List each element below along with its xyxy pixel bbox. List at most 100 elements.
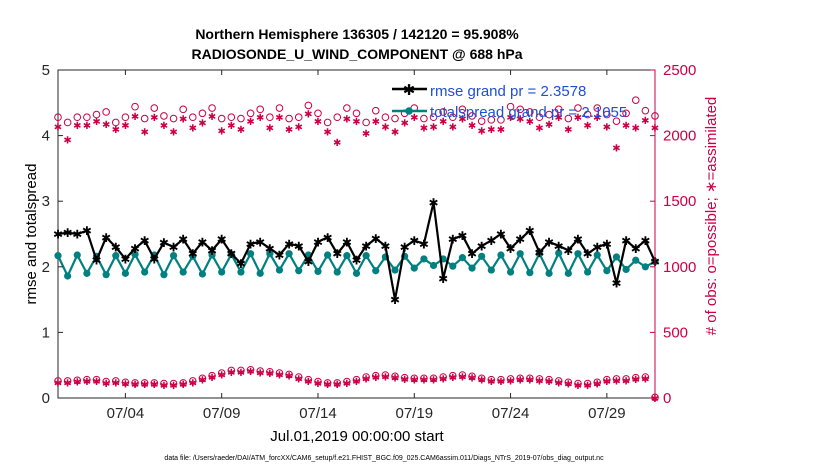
- totalspread-point: [641, 263, 649, 271]
- obs-assimilated-point: ✱: [208, 112, 216, 123]
- obs-possible-point: [179, 105, 187, 114]
- totalspread-point: [545, 269, 553, 277]
- obs-assimilated-point: ✱: [400, 375, 408, 386]
- obs-assimilated-point: ✱: [179, 380, 187, 391]
- rmse-point: ✱: [506, 242, 516, 256]
- rmse-point: ✱: [583, 247, 593, 261]
- totalspread-point: [141, 268, 149, 276]
- rmse-point: ✱: [207, 244, 217, 258]
- rmse-point: ✱: [457, 229, 467, 243]
- rmse-point: ✱: [640, 234, 650, 248]
- chart-title-line1: Northern Hemisphere 136305 / 142120 = 95…: [195, 26, 519, 42]
- obs-possible-point: [169, 379, 178, 388]
- obs-possible-point: [285, 370, 293, 379]
- obs-assimilated-point: ✱: [545, 377, 553, 388]
- obs-assimilated-point: ✱: [545, 120, 553, 131]
- obs-assimilated-point: ✱: [612, 143, 620, 154]
- totalspread-point: [266, 250, 274, 258]
- obs-assimilated-point: ✱: [150, 380, 158, 391]
- obs-possible-point: [554, 377, 563, 385]
- obs-possible-point: [198, 374, 207, 383]
- y-right-tick-label: 1500: [663, 193, 696, 210]
- obs-assimilated-point: ✱: [131, 380, 139, 391]
- obs-possible-point: [294, 373, 303, 381]
- obs-assimilated-point: ✱: [285, 372, 293, 383]
- y-right-tick-label: 2500: [663, 62, 696, 79]
- totalspread-point: [391, 266, 399, 274]
- obs-assimilated-point: ✱: [333, 380, 341, 391]
- rmse-point: ✱: [419, 237, 429, 251]
- obs-assimilated-point: ✱: [304, 109, 312, 120]
- totalspread-point: [612, 253, 621, 261]
- legend-spread-marker: [405, 107, 413, 115]
- obs-possible-point: [73, 113, 82, 122]
- obs-assimilated-point: ✱: [73, 121, 81, 132]
- obs-assimilated-point: ✱: [295, 374, 303, 385]
- obs-assimilated-point: ✱: [603, 377, 611, 388]
- obs-possible-point: [179, 379, 187, 387]
- totalspread-point: [102, 271, 110, 279]
- obs-possible-point: [535, 375, 544, 383]
- totalspread-point: [218, 268, 226, 276]
- rmse-point: ✱: [53, 228, 63, 242]
- rmse-point: ✱: [361, 239, 371, 253]
- obs-assimilated-point: ✱: [449, 122, 457, 133]
- obs-assimilated-point: ✱: [641, 374, 649, 385]
- rmse-point: ✱: [159, 236, 169, 250]
- obs-assimilated-point: ✱: [275, 370, 283, 381]
- y-right-tick-label: 500: [663, 324, 688, 341]
- rmse-point: ✱: [496, 228, 506, 242]
- totalspread-point: [593, 251, 601, 259]
- y-left-tick-label: 3: [42, 193, 50, 210]
- obs-assimilated-point: ✱: [246, 117, 254, 128]
- x-axis-label: Jul.01,2019 00:00:00 start: [270, 428, 444, 445]
- obs-possible-point: [497, 116, 505, 124]
- obs-possible-point: [583, 110, 592, 119]
- obs-assimilated-point: ✱: [410, 113, 418, 124]
- x-tick-label: 07/29: [588, 405, 626, 422]
- obs-assimilated-point: ✱: [468, 121, 476, 132]
- legend: ✱ rmse grand pr = 2.3578 totalspread gra…: [392, 82, 627, 121]
- totalspread-point: [497, 251, 505, 259]
- y-axis-right-label: # of obs: o=possible; ∗=assimilated: [703, 97, 720, 336]
- obs-possible-point: [458, 371, 467, 379]
- rmse-point: ✱: [226, 247, 236, 261]
- obs-possible-point: [333, 113, 342, 122]
- obs-possible-point: [420, 374, 428, 383]
- obs-possible-point: [545, 375, 553, 384]
- obs-assimilated-point: ✱: [343, 379, 351, 390]
- obs-possible-point: [641, 373, 650, 381]
- totalspread-point: [246, 250, 255, 258]
- obs-assimilated-point: ✱: [535, 124, 543, 135]
- totalspread-point: [449, 262, 457, 270]
- totalspread-point: [189, 252, 197, 260]
- obs-possible-point: [333, 379, 342, 387]
- rmse-point: ✱: [72, 228, 82, 242]
- obs-assimilated-point: ✱: [583, 381, 591, 392]
- obs-assimilated-point: ✱: [333, 138, 341, 149]
- obs-possible-point: [160, 379, 168, 388]
- x-tick-label: 07/09: [203, 405, 241, 422]
- rmse-point: ✱: [525, 224, 535, 238]
- totalspread-point: [516, 250, 524, 258]
- obs-possible-point: [506, 375, 515, 383]
- obs-assimilated-point: ✱: [429, 376, 437, 387]
- obs-assimilated-point: ✱: [352, 377, 360, 388]
- rmse-point: ✱: [140, 234, 150, 248]
- totalspread-point: [295, 267, 303, 275]
- obs-possible-point: [477, 117, 486, 125]
- obs-possible-point: [256, 367, 265, 375]
- obs-possible-point: [314, 109, 322, 118]
- rmse-point: ✱: [477, 239, 487, 253]
- obs-possible-point: [631, 96, 640, 104]
- y-left-tick-label: 0: [42, 390, 50, 407]
- totalspread-point: [487, 266, 495, 274]
- totalspread-point: [54, 252, 62, 260]
- rmse-point: ✱: [602, 237, 612, 251]
- obs-possible-point: [275, 369, 284, 377]
- obs-assimilated-point: ✱: [54, 122, 62, 133]
- rmse-point: ✱: [390, 293, 400, 307]
- obs-assimilated-point: ✱: [458, 115, 466, 126]
- obs-possible-point: [121, 378, 130, 387]
- rmse-point: ✱: [400, 241, 410, 255]
